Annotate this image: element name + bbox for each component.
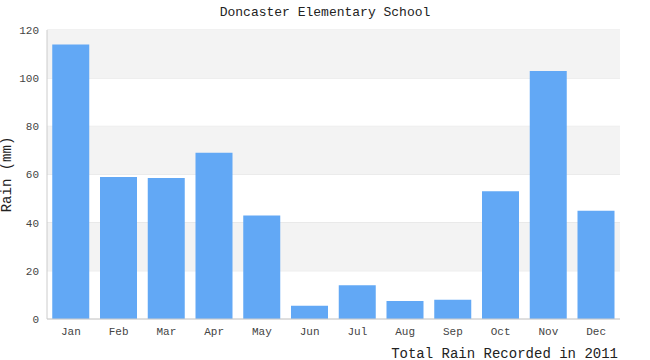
svg-text:100: 100 — [19, 73, 39, 85]
svg-text:20: 20 — [26, 266, 39, 278]
svg-text:Jul: Jul — [347, 326, 367, 338]
svg-text:Mar: Mar — [156, 326, 176, 338]
svg-text:Sep: Sep — [443, 326, 463, 338]
svg-text:May: May — [252, 326, 272, 338]
svg-text:Oct: Oct — [491, 326, 511, 338]
svg-text:Dec: Dec — [586, 326, 606, 338]
svg-text:Aug: Aug — [395, 326, 415, 338]
svg-text:Jan: Jan — [61, 326, 81, 338]
svg-text:Apr: Apr — [204, 326, 224, 338]
svg-text:Nov: Nov — [538, 326, 558, 338]
svg-text:Jun: Jun — [300, 326, 320, 338]
svg-text:120: 120 — [19, 25, 39, 37]
svg-text:0: 0 — [32, 314, 39, 326]
svg-text:Feb: Feb — [109, 326, 129, 338]
svg-text:60: 60 — [26, 169, 39, 181]
svg-text:80: 80 — [26, 121, 39, 133]
svg-text:Rain (mm): Rain (mm) — [8, 137, 15, 213]
html-text:Doncaster Elementary School: Doncaster Elementary School — [219, 5, 431, 20]
svg-text:Total Rain Recorded in 2011: Total Rain Recorded in 2011 — [391, 346, 618, 360]
svg-text:40: 40 — [26, 218, 39, 230]
